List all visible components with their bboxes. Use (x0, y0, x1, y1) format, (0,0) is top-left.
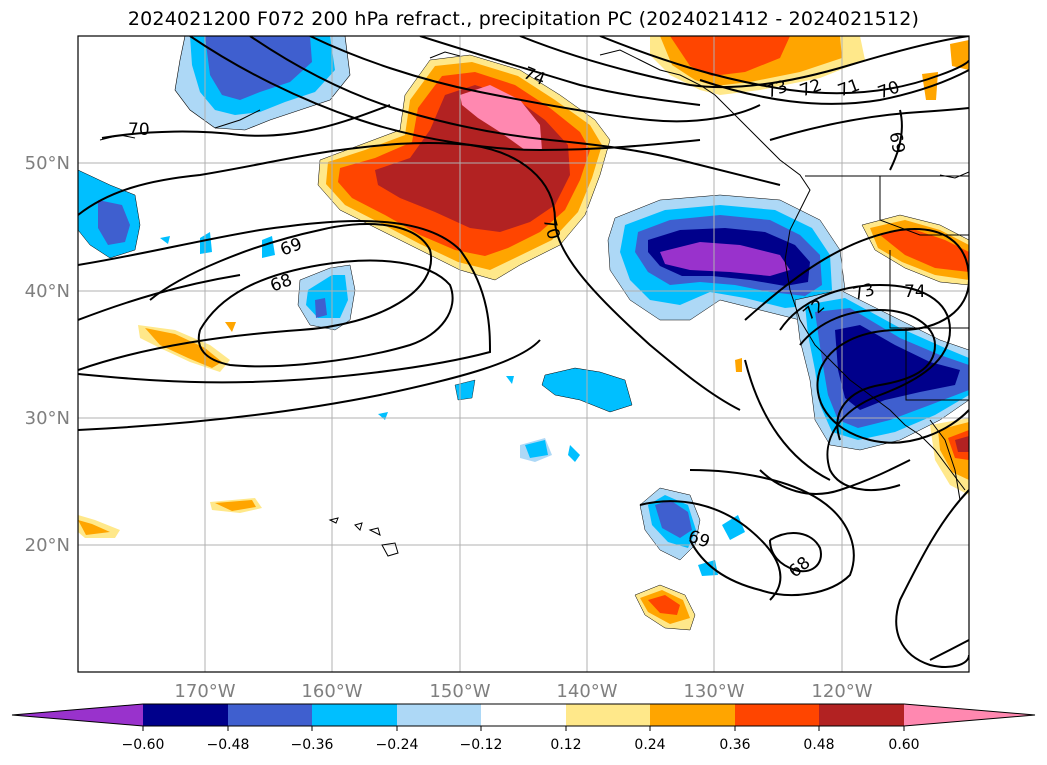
colorbar-segment (819, 704, 904, 726)
map-plot-area: 70 74 73 72 71 70 69 70 69 68 72 73 74 6… (78, 36, 969, 672)
lat-label-50n: 50°N (25, 153, 70, 174)
colorbar-tick-labels: −0.60 −0.48 −0.36 −0.24 −0.12 0.12 0.24 … (122, 737, 920, 753)
lon-label-140w: 140°W (556, 681, 617, 702)
lon-label-160w: 160°W (301, 681, 362, 702)
lon-label-130w: 130°W (683, 681, 744, 702)
contour-label: 74 (904, 282, 926, 302)
lon-label-170w: 170°W (174, 681, 235, 702)
colorbar-tick-label: 0.24 (634, 737, 665, 753)
longitude-labels: 170°W 160°W 150°W 140°W 130°W 120°W (174, 681, 872, 702)
coastlines (99, 49, 969, 557)
colorbar-extend-low (12, 704, 143, 726)
colorbar-extend-high (904, 704, 1035, 726)
contour-label: 70 (128, 120, 150, 140)
plot-frame (77, 35, 970, 673)
colorbar-segment (143, 704, 228, 726)
lat-label-30n: 30°N (25, 408, 70, 429)
colorbar-ticks (142, 726, 905, 731)
lat-label-40n: 40°N (25, 281, 70, 302)
colorbar-tick-label: 0.48 (803, 737, 834, 753)
lat-label-20n: 20°N (25, 535, 70, 556)
colorbar: −0.60 −0.48 −0.36 −0.24 −0.12 0.12 0.24 … (11, 703, 1036, 753)
colorbar-tick-label: −0.60 (122, 737, 165, 753)
colorbar-tick-label: 0.36 (719, 737, 750, 753)
colorbar-tick-label: −0.36 (291, 737, 334, 753)
colorbar-segment (481, 704, 566, 726)
map-title: 2024021200 F072 200 hPa refract., precip… (127, 8, 920, 30)
latitude-labels: 50°N 40°N 30°N 20°N (25, 153, 70, 556)
colorbar-segment (228, 704, 312, 726)
colorbar-segment (735, 704, 819, 726)
refractivity-contours (78, 36, 969, 668)
colorbar-tick-label: −0.48 (207, 737, 250, 753)
colorbar-segment (397, 704, 481, 726)
colorbar-segment (650, 704, 735, 726)
lon-label-120w: 120°W (811, 681, 872, 702)
contour-label: 69 (885, 130, 908, 155)
colorbar-tick-label: −0.12 (460, 737, 503, 753)
colorbar-tick-label: 0.12 (550, 737, 581, 753)
negative-anomaly-fields (78, 36, 969, 576)
colorbar-tick-label: 0.60 (888, 737, 919, 753)
positive-anomaly-fields (78, 36, 969, 631)
colorbar-segment (312, 704, 397, 726)
lon-label-150w: 150°W (429, 681, 490, 702)
colorbar-tick-label: −0.24 (376, 737, 419, 753)
colorbar-segment (566, 704, 650, 726)
